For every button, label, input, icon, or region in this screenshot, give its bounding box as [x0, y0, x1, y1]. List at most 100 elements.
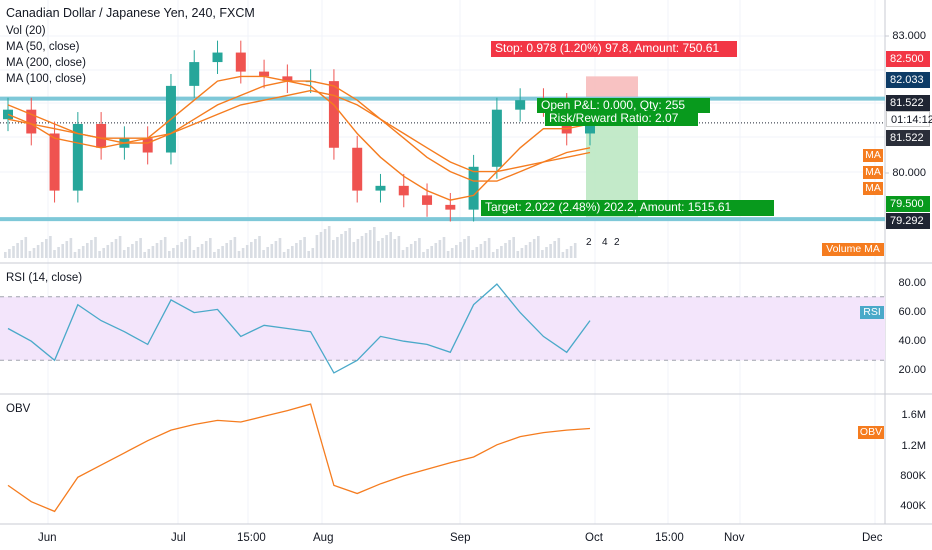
- ma50-line: [7, 75, 591, 201]
- volume-bar-3: [16, 243, 19, 258]
- volume-bar-43: [180, 242, 183, 258]
- volume-bar-48: [200, 244, 204, 258]
- volume-bar-132: [545, 247, 548, 258]
- volume-bar-21: [90, 240, 93, 258]
- legend-ma100[interactable]: MA (100, close): [6, 73, 86, 85]
- rsi-line: [7, 283, 591, 374]
- obv-pane-title[interactable]: OBV: [6, 403, 31, 415]
- volume-bar-94: [389, 232, 392, 258]
- volume-bar-72: [299, 240, 302, 258]
- volume-bar-12: [53, 250, 56, 258]
- volume-bar-6: [28, 251, 32, 258]
- volume-bar-0: [4, 252, 7, 258]
- volume-bar-124: [512, 237, 515, 258]
- price-axis-83: 83.000: [892, 30, 926, 42]
- target-price-tag: 79.500: [886, 196, 930, 212]
- volume-bar-128: [528, 242, 532, 258]
- last-price-tag: 81.522: [886, 95, 930, 111]
- candle-body-18: [422, 195, 433, 205]
- legend-vol[interactable]: Vol (20): [6, 25, 46, 37]
- volume-bar-131: [541, 250, 544, 258]
- volume-bar-116: [479, 244, 483, 258]
- volume-bar-84: [348, 228, 351, 258]
- ma-badge-2[interactable]: MA: [863, 166, 883, 179]
- legend-ma50[interactable]: MA (50, close): [6, 41, 80, 53]
- volume-bar-125: [516, 251, 520, 258]
- volume-bar-59: [245, 245, 249, 258]
- volume-bar-81: [336, 237, 339, 258]
- volume-bar-111: [459, 242, 462, 258]
- volume-bar-90: [373, 227, 376, 258]
- candle-body-6: [142, 138, 153, 153]
- time-label-nov: Nov: [724, 532, 745, 544]
- volume-bar-49: [204, 241, 208, 258]
- legend-ma200[interactable]: MA (200, close): [6, 57, 86, 69]
- volume-bar-104: [430, 246, 433, 258]
- volume-bar-83: [344, 231, 347, 258]
- volume-bar-85: [352, 242, 356, 258]
- volume-bar-8: [36, 245, 40, 258]
- volume-bar-120: [496, 249, 499, 258]
- volume-bar-32: [135, 241, 138, 258]
- volume-bar-109: [450, 248, 454, 258]
- open-pnl-label[interactable]: Open P&L: 0.000, Qty: 255: [537, 98, 710, 113]
- volume-bar-115: [475, 247, 479, 258]
- time-label-aug: Aug: [313, 532, 334, 544]
- ma-badge-1[interactable]: MA: [863, 149, 883, 162]
- volume-bar-66: [274, 241, 278, 258]
- volume-bar-127: [524, 245, 528, 258]
- candle-body-25: [585, 123, 595, 134]
- volume-bar-58: [241, 248, 245, 258]
- volume-bar-92: [381, 238, 384, 258]
- volume-bar-9: [40, 242, 44, 258]
- rsi-band: [0, 296, 885, 361]
- volume-bar-20: [86, 243, 89, 258]
- target-label[interactable]: Target: 2.022 (2.48%) 202.2, Amount: 151…: [481, 200, 774, 216]
- volume-bar-40: [168, 251, 171, 258]
- volume-bar-23: [98, 251, 101, 258]
- volume-bar-17: [73, 252, 77, 258]
- volume-bar-51: [213, 252, 216, 258]
- volume-bar-16: [69, 238, 73, 258]
- volume-bar-82: [340, 234, 343, 258]
- volume-bar-108: [446, 251, 450, 258]
- volume-bar-95: [393, 239, 397, 258]
- event-mark-3[interactable]: 2: [614, 237, 620, 248]
- volume-bar-122: [504, 243, 507, 258]
- volume-bar-101: [418, 238, 421, 258]
- volume-bar-79: [327, 226, 331, 258]
- ma100-line: [7, 80, 591, 182]
- time-label-1500a: 15:00: [237, 532, 266, 544]
- volume-bar-29: [122, 250, 126, 258]
- ma-badge-3[interactable]: MA: [863, 182, 883, 195]
- volume-bar-99: [409, 244, 413, 258]
- volume-bar-87: [360, 236, 364, 258]
- risk-reward-label[interactable]: Risk/Reward Ratio: 2.07: [545, 111, 698, 126]
- low-price-tag: 79.292: [886, 213, 930, 229]
- volume-bar-80: [332, 240, 335, 258]
- volume-bar-97: [401, 250, 405, 258]
- rsi-badge[interactable]: RSI: [860, 306, 884, 319]
- candle-body-9: [212, 52, 223, 63]
- volume-bar-110: [455, 245, 458, 258]
- candle-body-21: [491, 109, 502, 167]
- volume-bar-121: [500, 246, 503, 258]
- obv-badge[interactable]: OBV: [858, 426, 884, 439]
- volume-bar-47: [196, 247, 200, 258]
- volume-bar-137: [565, 249, 569, 258]
- volume-bar-39: [163, 237, 167, 258]
- candle-body-4: [96, 123, 107, 148]
- volume-bar-118: [487, 238, 491, 258]
- time-label-oct: Oct: [585, 532, 603, 544]
- candle-body-8: [189, 62, 200, 86]
- volume-bar-37: [155, 243, 159, 258]
- volume-bar-31: [131, 244, 134, 258]
- event-mark-2[interactable]: 4: [602, 237, 608, 248]
- volume-bar-96: [397, 236, 401, 258]
- stop-label[interactable]: Stop: 0.978 (1.20%) 97.8, Amount: 750.61: [491, 41, 737, 57]
- event-mark-1[interactable]: 2: [586, 237, 592, 248]
- rsi-pane-title[interactable]: RSI (14, close): [6, 272, 83, 284]
- time-label-dec: Dec: [862, 532, 883, 544]
- volume-ma-badge[interactable]: Volume MA: [822, 243, 884, 256]
